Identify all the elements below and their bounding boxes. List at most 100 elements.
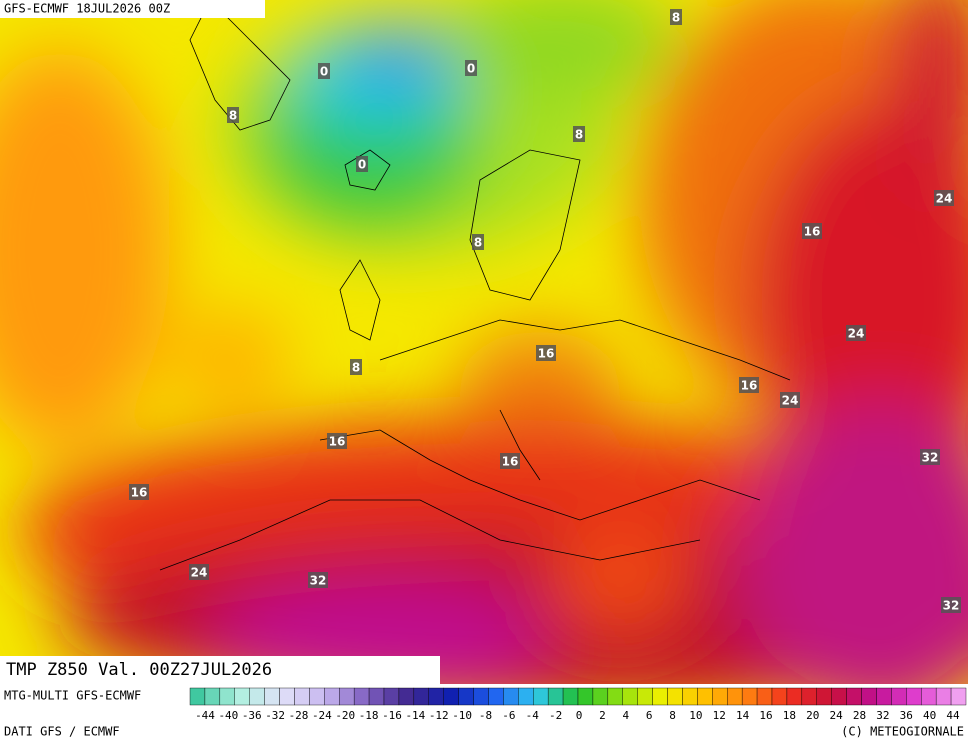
legend-swatch [592,687,609,706]
legend-label: -2 [549,709,562,722]
legend-label: 14 [736,709,750,722]
legend-swatch [353,687,370,706]
legend-swatch [921,687,937,706]
legend-label: -16 [382,709,402,722]
contour-label-bg [934,190,954,206]
contour-label-bg [780,392,800,408]
contour-label: 0 [467,62,475,76]
legend-swatch [204,687,221,706]
contour-label: 8 [575,128,583,142]
legend-label: -18 [359,709,379,722]
legend-swatch [622,687,638,706]
legend-label: 10 [689,709,702,722]
legend-label: 32 [876,709,889,722]
legend-label: -40 [218,709,238,722]
contour-label-bg [129,484,149,500]
legend-swatch [249,687,265,706]
contour-label-bg [802,223,822,239]
contour-label: 8 [672,11,680,25]
contour-label-bg [920,449,940,465]
legend-swatch [279,687,295,706]
contour-label: 16 [804,225,821,239]
legend-swatch [234,687,250,706]
contour-label: 32 [922,451,939,465]
legend-label: 24 [830,709,844,722]
contour-label-bg [573,126,585,142]
legend-label: 18 [783,709,796,722]
legend-swatch [473,687,489,706]
contour-label-bg [318,63,330,79]
legend-swatch [861,687,877,706]
legend-label: 4 [622,709,629,722]
contour-label: 8 [229,109,237,123]
header-title: GFS-ECMWF 18JUL2026 00Z [4,2,170,16]
contour-label-bg [941,597,961,613]
legend-swatch [607,687,623,706]
legend-label: -28 [289,709,309,722]
legend-label: 8 [669,709,676,722]
legend-swatch [756,687,773,706]
legend-swatch [771,687,788,706]
legend-label: -6 [502,709,515,722]
contour-label: 16 [538,347,555,361]
legend-swatch [294,687,310,706]
legend-label: 0 [576,709,583,722]
legend-swatch [652,687,668,706]
legend-label: -8 [479,709,492,722]
legend-swatch [667,687,683,706]
contour-label-bg [500,453,520,469]
legend-swatch [189,687,206,706]
contour-label-bg [739,377,759,393]
contour-label: 8 [352,361,360,375]
contour-label-bg [472,234,484,250]
legend-swatch [831,687,847,706]
legend-label: 16 [759,709,772,722]
contour-label-bg [670,9,682,25]
footer-credit: (C) METEOGIORNALE [841,725,964,739]
legend-swatch [428,687,444,706]
contour-label-bg [536,345,556,361]
legend-label: 20 [806,709,819,722]
legend-swatch [712,687,728,706]
legend-swatch [219,687,235,706]
temperature-field [0,0,968,685]
legend-label: 12 [713,709,726,722]
legend-label: 6 [646,709,653,722]
legend-swatch [950,687,967,706]
legend-swatch [891,687,907,706]
legend-swatch [801,687,817,706]
legend-swatch [339,687,355,706]
legend-label: -36 [242,709,262,722]
legend-swatch [503,687,519,706]
legend-swatch [846,687,862,706]
contour-label-bg [327,433,347,449]
legend-swatch [682,687,698,706]
legend-swatch [309,687,325,706]
legend-swatch [577,687,594,706]
legend-label: -14 [405,709,425,722]
legend-swatch [562,687,579,706]
contour-label: 16 [741,379,758,393]
caption: TMP Z850 Val. 00Z27JUL2026 [6,660,272,680]
legend-swatch [413,687,429,706]
legend-swatch [398,687,415,706]
legend-swatch [518,687,534,706]
legend-swatch [383,687,400,706]
legend-swatch [906,687,922,706]
legend-label: -20 [335,709,355,722]
legend-label: 40 [923,709,936,722]
legend-label: -10 [452,709,472,722]
legend-label: -32 [265,709,285,722]
legend-swatch [727,687,743,706]
contour-label: 16 [329,435,346,449]
legend-label: 28 [853,709,866,722]
header-box [0,0,265,18]
legend-swatch [935,687,952,706]
legend-swatch [637,687,653,706]
contour-label-bg [189,564,209,580]
contour-label: 24 [782,394,799,408]
contour-label-bg [356,156,368,172]
contour-label: 0 [358,158,366,172]
legend-swatch [443,687,459,706]
